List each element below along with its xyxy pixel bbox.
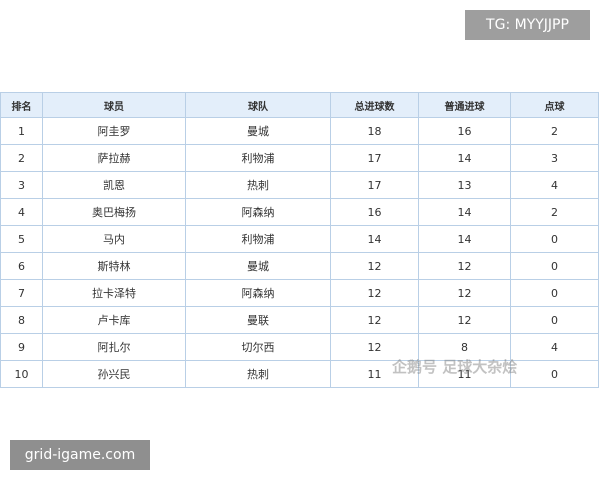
header-cell: 点球 — [510, 92, 599, 118]
table-cell: 6 — [0, 252, 43, 280]
table-cell: 17 — [330, 144, 419, 172]
table-cell: 12 — [418, 252, 511, 280]
table-cell: 热刺 — [185, 171, 331, 199]
table-row: 3 凯恩 热刺 17 13 4 — [0, 171, 599, 199]
table-cell: 0 — [510, 279, 599, 307]
table-cell: 12 — [418, 279, 511, 307]
table-row: 5 马内 利物浦 14 14 0 — [0, 225, 599, 253]
table-cell: 利物浦 — [185, 225, 331, 253]
table-cell: 曼城 — [185, 117, 331, 145]
table-row: 4 奥巴梅扬 阿森纳 16 14 2 — [0, 198, 599, 226]
table-cell: 10 — [0, 360, 43, 388]
table-cell: 16 — [418, 117, 511, 145]
table-cell: 12 — [330, 279, 419, 307]
table-cell: 斯特林 — [42, 252, 186, 280]
table-cell: 8 — [418, 333, 511, 361]
badge: TG: MYYJJPP — [465, 10, 590, 40]
table-cell: 阿森纳 — [185, 279, 331, 307]
table-cell: 13 — [418, 171, 511, 199]
table-cell: 8 — [0, 306, 43, 334]
table-cell: 0 — [510, 360, 599, 388]
header-cell: 排名 — [0, 92, 43, 118]
site-label: grid-igame.com — [10, 440, 150, 470]
table-cell: 2 — [0, 144, 43, 172]
table-row: 6 斯特林 曼城 12 12 0 — [0, 252, 599, 280]
table-row: 7 拉卡泽特 阿森纳 12 12 0 — [0, 279, 599, 307]
table-cell: 曼城 — [185, 252, 331, 280]
table-row: 9 阿扎尔 切尔西 12 8 4 — [0, 333, 599, 361]
header-row: 排名 球员 球队 总进球数 普通进球 点球 — [0, 92, 599, 118]
table-row: 10 孙兴民 热刺 11 11 0 — [0, 360, 599, 388]
table-cell: 利物浦 — [185, 144, 331, 172]
table-cell: 0 — [510, 252, 599, 280]
table-cell: 凯恩 — [42, 171, 186, 199]
table-cell: 热刺 — [185, 360, 331, 388]
scorer-table: 排名 球员 球队 总进球数 普通进球 点球 1 阿圭罗 曼城 18 16 2 2 萨拉赫 利物浦 17 14 3… — [0, 92, 599, 388]
table-cell: 11 — [418, 360, 511, 388]
table-cell: 曼联 — [185, 306, 331, 334]
table-cell: 1 — [0, 117, 43, 145]
header-cell: 总进球数 — [330, 92, 419, 118]
table-cell: 9 — [0, 333, 43, 361]
table-cell: 0 — [510, 225, 599, 253]
table-row: 2 萨拉赫 利物浦 17 14 3 — [0, 144, 599, 172]
table-cell: 阿森纳 — [185, 198, 331, 226]
table-cell: 4 — [510, 333, 599, 361]
table-cell: 拉卡泽特 — [42, 279, 186, 307]
table-cell: 2 — [510, 198, 599, 226]
table-row: 8 卢卡库 曼联 12 12 0 — [0, 306, 599, 334]
header-cell: 普通进球 — [418, 92, 511, 118]
table-cell: 萨拉赫 — [42, 144, 186, 172]
header-cell: 球队 — [185, 92, 331, 118]
header-cell: 球员 — [42, 92, 186, 118]
table-cell: 17 — [330, 171, 419, 199]
table-cell: 14 — [418, 198, 511, 226]
table-cell: 14 — [330, 225, 419, 253]
table-cell: 马内 — [42, 225, 186, 253]
table-cell: 12 — [330, 306, 419, 334]
table-cell: 奥巴梅扬 — [42, 198, 186, 226]
table-cell: 16 — [330, 198, 419, 226]
table-cell: 孙兴民 — [42, 360, 186, 388]
table-cell: 卢卡库 — [42, 306, 186, 334]
table-body: 1 阿圭罗 曼城 18 16 2 2 萨拉赫 利物浦 17 14 3 3 凯恩 热刺 17 13 4 4 奥巴梅扬 阿森… — [0, 117, 599, 388]
table-cell: 12 — [330, 252, 419, 280]
table-cell: 5 — [0, 225, 43, 253]
table-cell: 3 — [510, 144, 599, 172]
watermark: 企鹅号 足球大杂烩 — [392, 358, 518, 376]
table-cell: 18 — [330, 117, 419, 145]
table-cell: 阿扎尔 — [42, 333, 186, 361]
table-cell: 7 — [0, 279, 43, 307]
table-row: 1 阿圭罗 曼城 18 16 2 — [0, 117, 599, 145]
table-cell: 阿圭罗 — [42, 117, 186, 145]
table-cell: 3 — [0, 171, 43, 199]
table-cell: 4 — [0, 198, 43, 226]
table-cell: 2 — [510, 117, 599, 145]
table-cell: 4 — [510, 171, 599, 199]
table-cell: 切尔西 — [185, 333, 331, 361]
table-cell: 12 — [418, 306, 511, 334]
table-cell: 0 — [510, 306, 599, 334]
table-cell: 14 — [418, 144, 511, 172]
table-cell: 14 — [418, 225, 511, 253]
